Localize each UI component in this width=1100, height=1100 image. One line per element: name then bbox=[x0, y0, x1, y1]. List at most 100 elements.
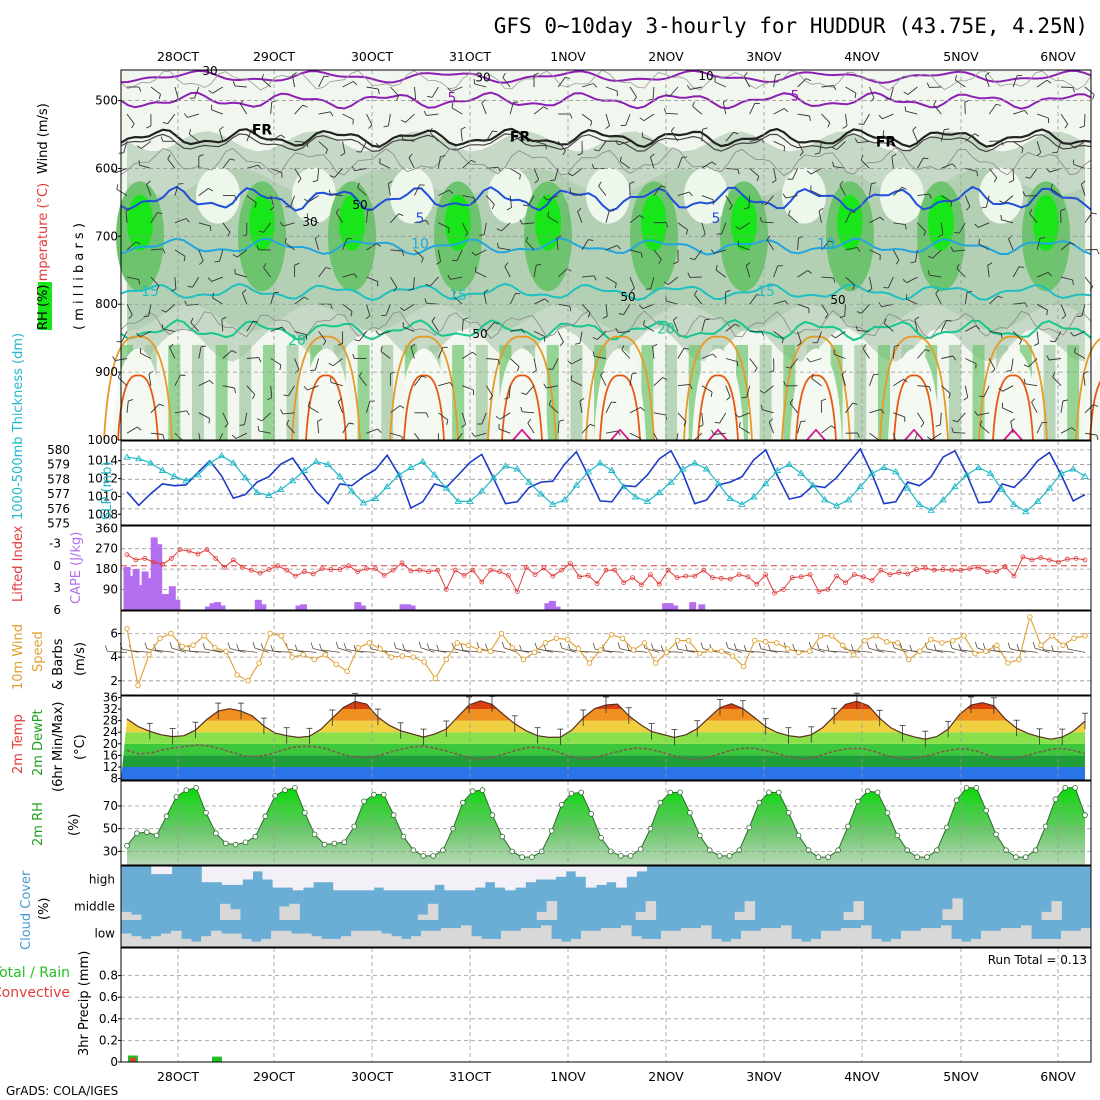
upper-barb-flag bbox=[577, 207, 582, 212]
upper-barb-flag bbox=[806, 78, 811, 82]
rh-point bbox=[311, 831, 318, 838]
upper-barb-flag bbox=[928, 386, 932, 392]
upper-barb-flag bbox=[1071, 427, 1076, 432]
li-point bbox=[577, 574, 582, 580]
cape-bar bbox=[662, 603, 670, 610]
thickness-point bbox=[418, 457, 427, 465]
top-date-9: 6NOV bbox=[1040, 49, 1076, 64]
li-point bbox=[497, 569, 503, 575]
upper-barb bbox=[1036, 113, 1049, 119]
upper-barb bbox=[270, 167, 283, 174]
rh-low-col-62 bbox=[854, 344, 867, 440]
cloud-cell-low bbox=[371, 930, 382, 947]
li-point bbox=[736, 572, 742, 577]
cloud-cell-high bbox=[232, 866, 243, 885]
rh-point bbox=[854, 798, 861, 805]
upper-barb-flag bbox=[1079, 125, 1085, 129]
upper-barb bbox=[577, 211, 583, 223]
upper-barb bbox=[163, 328, 175, 332]
rh-point bbox=[1052, 796, 1059, 802]
upper-barb-flag bbox=[593, 83, 597, 88]
upper-barb bbox=[246, 385, 256, 395]
wind10-point bbox=[542, 640, 549, 646]
upper-barb-flag bbox=[190, 317, 194, 323]
upper-barb bbox=[809, 358, 822, 363]
cloud-cell-low bbox=[581, 930, 592, 947]
cloud-cell-low bbox=[981, 930, 992, 947]
upper-barb bbox=[773, 75, 776, 88]
upper-barb bbox=[235, 432, 247, 439]
wind10-point bbox=[961, 633, 967, 639]
upper-barb-flag bbox=[161, 309, 167, 313]
cloud-cell-low bbox=[781, 925, 792, 947]
upper-barb-flag bbox=[447, 87, 452, 92]
li-point bbox=[213, 556, 219, 561]
contour-15 bbox=[120, 282, 1092, 302]
upper-barb-flag bbox=[502, 72, 506, 78]
cape-bar bbox=[209, 603, 217, 610]
upper-barb bbox=[571, 358, 583, 365]
cloud-cell-high bbox=[373, 866, 385, 888]
rh-low-col-70 bbox=[948, 344, 961, 440]
upper-barb bbox=[581, 303, 591, 314]
cloud-cell-high bbox=[525, 866, 536, 883]
upper-barb-flag bbox=[492, 130, 498, 133]
upper-barb bbox=[502, 77, 511, 88]
upper-barb bbox=[294, 296, 305, 305]
upper-barb bbox=[1002, 385, 1014, 392]
cloud-cell-low bbox=[801, 941, 812, 947]
rh-point bbox=[627, 853, 634, 859]
wind10-point bbox=[685, 637, 692, 644]
upper-barb-flag bbox=[536, 263, 542, 266]
cloud-cell-low bbox=[621, 925, 632, 947]
upper-barb-flag bbox=[408, 288, 414, 291]
upper-barb bbox=[557, 77, 566, 88]
cape-bar bbox=[146, 578, 154, 610]
upper-barb bbox=[978, 222, 990, 228]
upper-barb-flag bbox=[183, 113, 188, 118]
li-point bbox=[488, 567, 494, 573]
upper-barb bbox=[983, 385, 990, 397]
wind10m-panel: 246 bbox=[104, 610, 1092, 696]
contour-35-7 bbox=[904, 428, 924, 441]
upper-barb bbox=[869, 249, 881, 256]
upper-barb bbox=[642, 303, 655, 310]
cape-bar bbox=[358, 605, 366, 610]
cloud-cell-low bbox=[571, 938, 582, 947]
cloud-cell-mid bbox=[121, 911, 132, 920]
upper-barb bbox=[605, 430, 618, 434]
wind10-point bbox=[972, 650, 978, 657]
upper-barb bbox=[672, 320, 679, 332]
precip-grid bbox=[121, 948, 1091, 1062]
ylabel-convective: Convective bbox=[0, 985, 70, 1001]
contour-label-14: 30 bbox=[202, 64, 217, 78]
wind10-point bbox=[553, 635, 560, 641]
rh-low-col-38 bbox=[570, 344, 583, 440]
rh-blob-bright-1 bbox=[249, 194, 275, 251]
cloud-cell-low bbox=[441, 928, 452, 947]
upper-barb bbox=[317, 168, 320, 181]
upper-barb bbox=[366, 210, 368, 223]
rh-arch-0 bbox=[112, 348, 164, 440]
upper-barb-flag bbox=[857, 432, 860, 438]
lifted-index-line bbox=[124, 547, 1088, 596]
upper-barb-flag bbox=[157, 212, 163, 214]
upper-barb bbox=[892, 346, 895, 359]
upper-barb-flag bbox=[483, 289, 489, 293]
upper-barb bbox=[414, 249, 424, 259]
upper-barb bbox=[618, 140, 631, 146]
wind10-barb bbox=[171, 647, 187, 653]
upper-barb bbox=[600, 374, 607, 386]
upper-barb bbox=[246, 164, 259, 169]
upper-barb-flag bbox=[925, 349, 931, 352]
cloud-cell-low bbox=[561, 941, 572, 947]
contour-rh-50 bbox=[120, 147, 1092, 176]
rh-pocket-2 bbox=[390, 167, 434, 224]
wind10-barb-flag bbox=[826, 644, 830, 652]
li-point bbox=[727, 576, 733, 582]
upper-barb bbox=[189, 133, 200, 142]
upper-barb-flag bbox=[745, 262, 751, 266]
wind10-point bbox=[443, 656, 450, 663]
upper-barb bbox=[929, 274, 942, 278]
